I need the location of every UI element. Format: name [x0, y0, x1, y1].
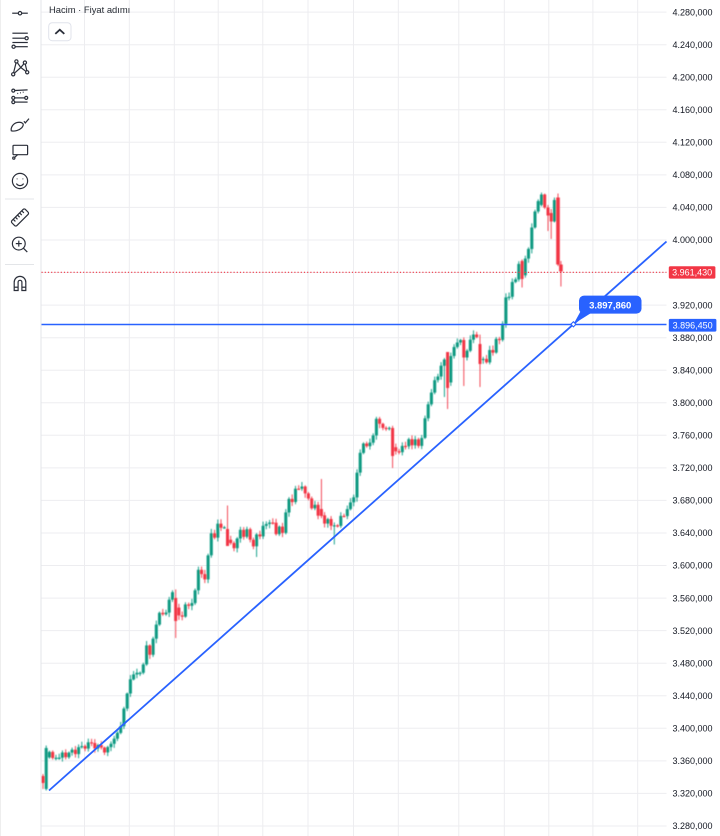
svg-text:Hacim · Fiyat adımı: Hacim · Fiyat adımı — [49, 4, 130, 15]
svg-text:4.040,000: 4.040,000 — [672, 203, 712, 213]
svg-text:3.840,000: 3.840,000 — [672, 365, 712, 375]
svg-text:3.320,000: 3.320,000 — [672, 789, 712, 799]
svg-text:3.800,000: 3.800,000 — [672, 398, 712, 408]
svg-text:4.080,000: 4.080,000 — [672, 170, 712, 180]
svg-text:3.400,000: 3.400,000 — [672, 724, 712, 734]
svg-text:4.280,000: 4.280,000 — [672, 7, 712, 17]
svg-text:3.600,000: 3.600,000 — [672, 561, 712, 571]
svg-text:3.360,000: 3.360,000 — [672, 756, 712, 766]
svg-text:4.240,000: 4.240,000 — [672, 40, 712, 50]
svg-text:3.280,000: 3.280,000 — [672, 821, 712, 831]
svg-text:4.120,000: 4.120,000 — [672, 138, 712, 148]
svg-text:4.160,000: 4.160,000 — [672, 105, 712, 115]
svg-text:3.480,000: 3.480,000 — [672, 658, 712, 668]
svg-text:3.961,430: 3.961,430 — [672, 268, 712, 278]
svg-text:3.920,000: 3.920,000 — [672, 300, 712, 310]
svg-text:3.520,000: 3.520,000 — [672, 626, 712, 636]
svg-text:3.760,000: 3.760,000 — [672, 431, 712, 441]
svg-text:3.680,000: 3.680,000 — [672, 496, 712, 506]
svg-text:4.000,000: 4.000,000 — [672, 235, 712, 245]
svg-text:3.640,000: 3.640,000 — [672, 528, 712, 538]
svg-text:4.200,000: 4.200,000 — [672, 72, 712, 82]
svg-text:3.896,450: 3.896,450 — [673, 320, 713, 330]
svg-text:3.897,860: 3.897,860 — [589, 301, 631, 312]
svg-text:3.880,000: 3.880,000 — [672, 333, 712, 343]
svg-text:3.720,000: 3.720,000 — [672, 463, 712, 473]
svg-text:3.560,000: 3.560,000 — [672, 593, 712, 603]
svg-text:3.440,000: 3.440,000 — [672, 691, 712, 701]
